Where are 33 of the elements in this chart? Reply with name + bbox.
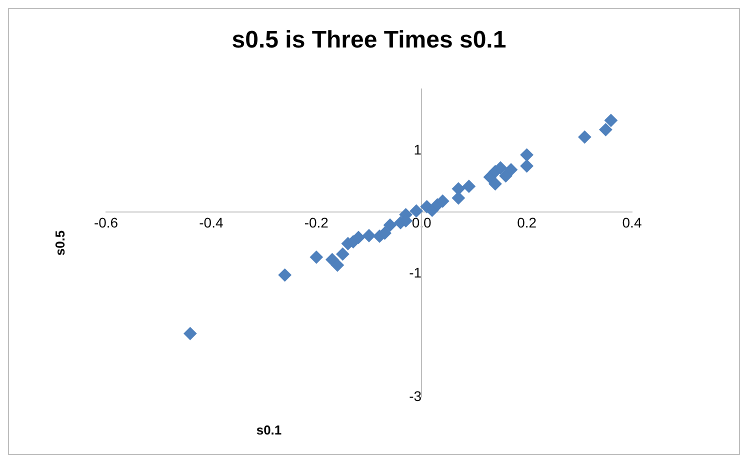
point: [504, 163, 518, 176]
point: [494, 161, 507, 174]
point: [452, 192, 465, 205]
point: [604, 114, 618, 127]
y-tick-label: 1: [414, 141, 422, 158]
y-axis-title: s0.5: [52, 230, 68, 256]
point: [184, 327, 197, 340]
x-tick-label: -0.4: [199, 214, 224, 230]
point: [278, 268, 292, 282]
x-tick-label: -0.6: [94, 214, 118, 230]
point: [578, 130, 592, 144]
point: [520, 148, 534, 162]
point: [310, 250, 323, 264]
x-tick-label: 0.4: [622, 214, 642, 230]
chart-title: s0.5 is Three Times s0.1: [232, 26, 506, 54]
point: [436, 194, 450, 208]
point: [599, 123, 612, 136]
point: [410, 204, 423, 218]
point: [488, 177, 502, 190]
point: [452, 182, 465, 196]
point: [336, 248, 350, 261]
y-tick-label: -3: [409, 388, 422, 404]
x-tick-label: -0.2: [304, 214, 329, 230]
point: [520, 160, 534, 172]
point: [362, 229, 376, 242]
x-axis-title: s0.1: [256, 422, 282, 438]
x-tick-label: 0.2: [517, 214, 537, 230]
point: [462, 180, 476, 193]
point: [352, 230, 365, 244]
point: [384, 218, 397, 232]
y-tick-label: -1: [409, 264, 422, 281]
point: [330, 258, 344, 272]
x-tick-label: 0.0: [412, 214, 432, 230]
